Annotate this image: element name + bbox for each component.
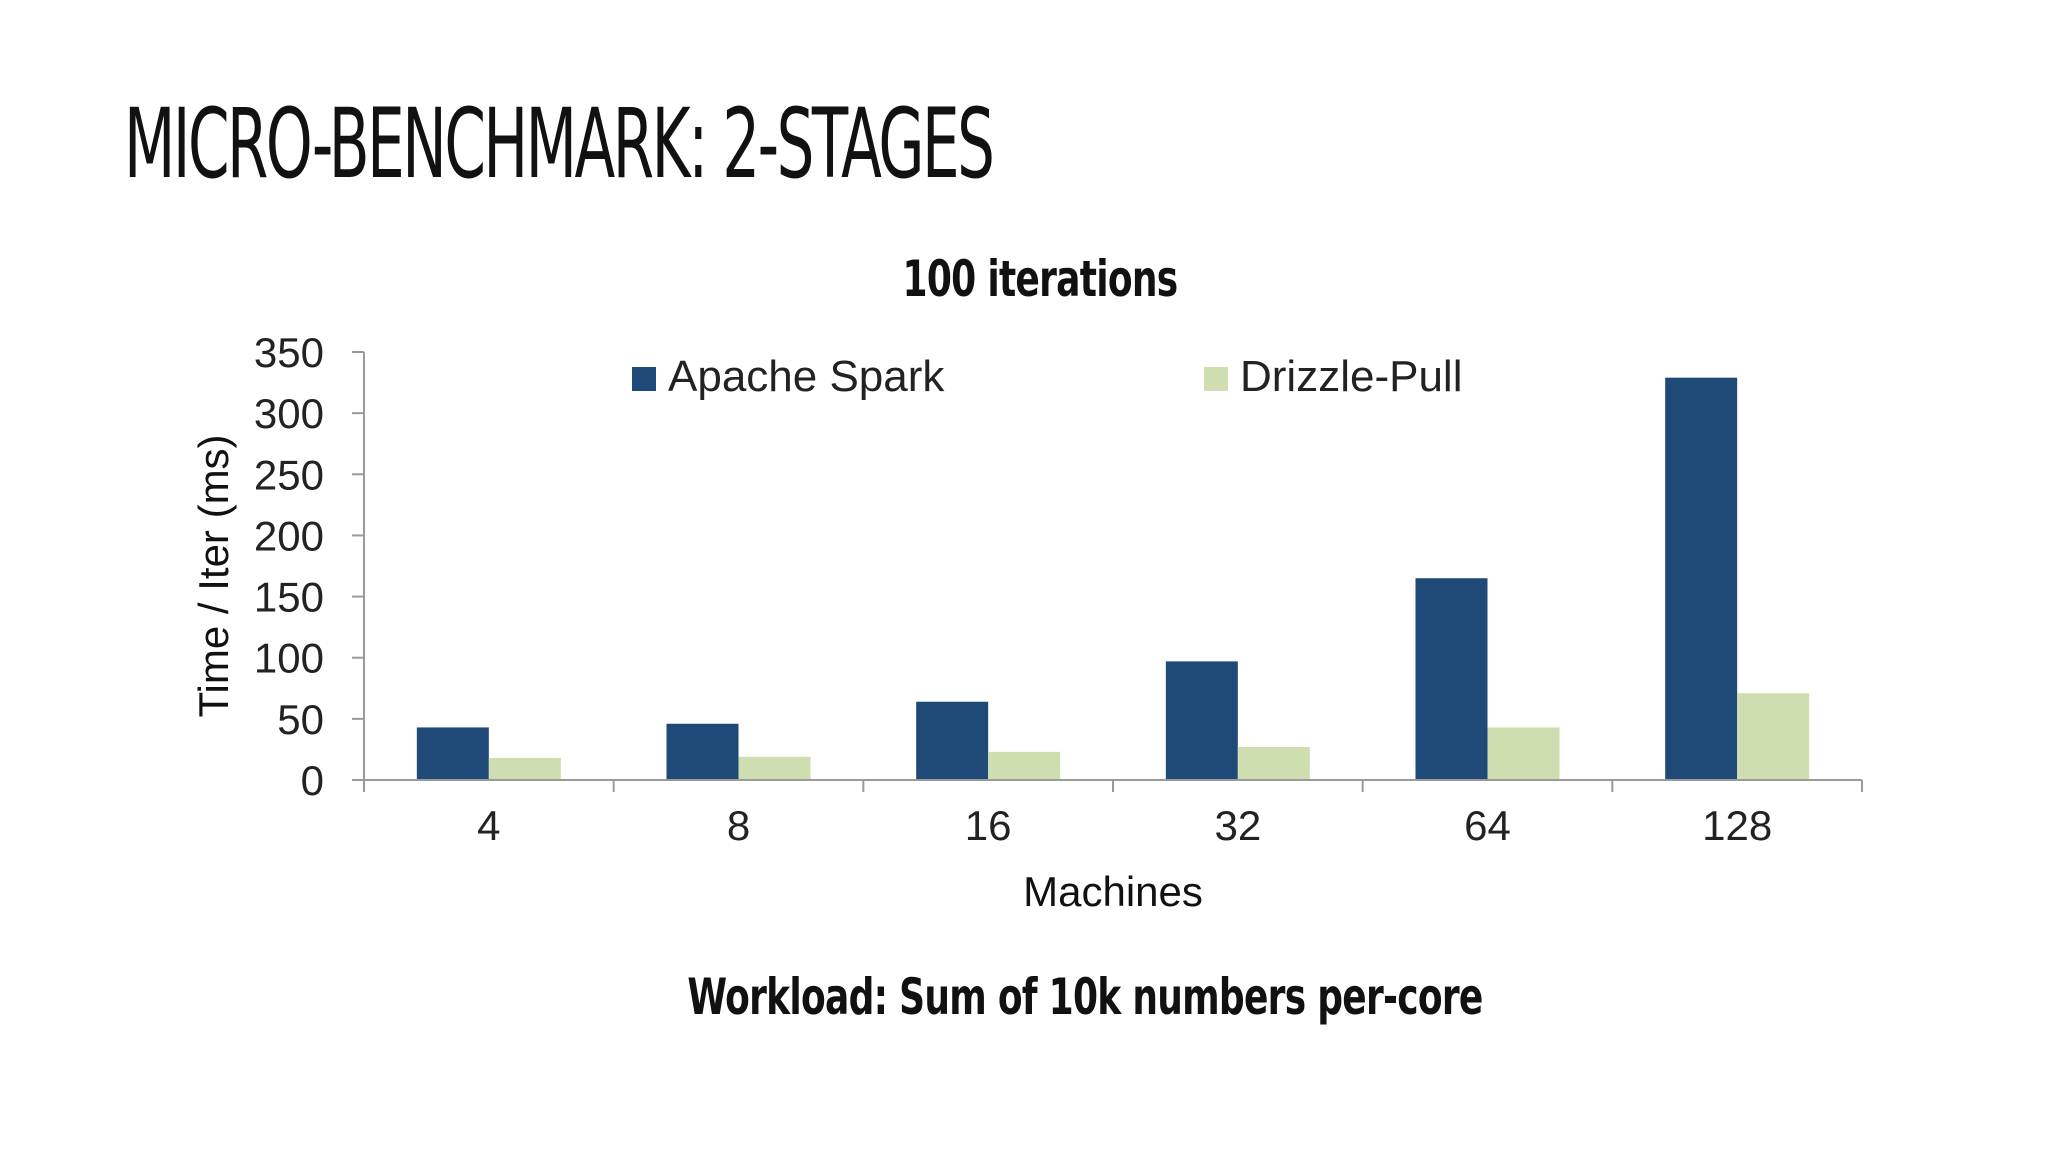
y-tick-label: 50 — [277, 696, 324, 743]
x-tick-label: 4 — [477, 802, 500, 849]
bar-apache-spark-16 — [916, 701, 989, 780]
bar-apache-spark-32 — [1165, 661, 1238, 780]
bar-apache-spark-128 — [1665, 377, 1738, 780]
x-tick-label: 8 — [727, 802, 750, 849]
bar-apache-spark-8 — [666, 723, 739, 780]
x-tick-label: 16 — [965, 802, 1012, 849]
chart-title: 100 iterations — [902, 250, 1179, 308]
legend-label-apache-spark: Apache Spark — [668, 352, 945, 401]
legend-swatch-apache-spark — [632, 367, 656, 391]
bar-apache-spark-64 — [1415, 578, 1488, 780]
y-tick-label: 0 — [301, 757, 324, 804]
x-tick-label: 64 — [1464, 802, 1511, 849]
x-axis-ticks: 4 8 16 32 64 128 — [363, 780, 1863, 849]
y-tick-label: 200 — [254, 512, 324, 559]
bar-drizzle-pull-128 — [1737, 693, 1810, 780]
bar-drizzle-pull-8 — [738, 756, 811, 780]
bar-drizzle-pull-16 — [988, 751, 1061, 780]
bar-drizzle-pull-4 — [488, 757, 561, 780]
y-axis-ticks: 0 50 100 150 200 250 300 350 — [254, 329, 364, 804]
legend-label-drizzle-pull: Drizzle-Pull — [1240, 352, 1462, 401]
y-tick-label: 100 — [254, 635, 324, 682]
y-tick-label: 150 — [254, 574, 324, 621]
y-tick-label: 250 — [254, 451, 324, 498]
bar-apache-spark-4 — [416, 727, 489, 780]
x-tick-label: 128 — [1702, 802, 1772, 849]
x-tick-label: 32 — [1214, 802, 1261, 849]
legend-swatch-drizzle-pull — [1204, 367, 1228, 391]
bar-drizzle-pull-64 — [1487, 727, 1560, 780]
workload-note: Workload: Sum of 10k numbers per-core — [687, 968, 1483, 1026]
y-tick-label: 300 — [254, 390, 324, 437]
bar-drizzle-pull-32 — [1237, 746, 1310, 780]
x-axis-title: Machines — [1023, 868, 1203, 915]
legend: Apache Spark Drizzle-Pull — [632, 352, 1462, 401]
y-tick-label: 350 — [254, 329, 324, 376]
y-axis-title: Time / Iter (ms) — [190, 434, 237, 717]
slide-title: MICRO-BENCHMARK: 2-STAGES — [124, 88, 995, 200]
bars — [416, 377, 1810, 780]
